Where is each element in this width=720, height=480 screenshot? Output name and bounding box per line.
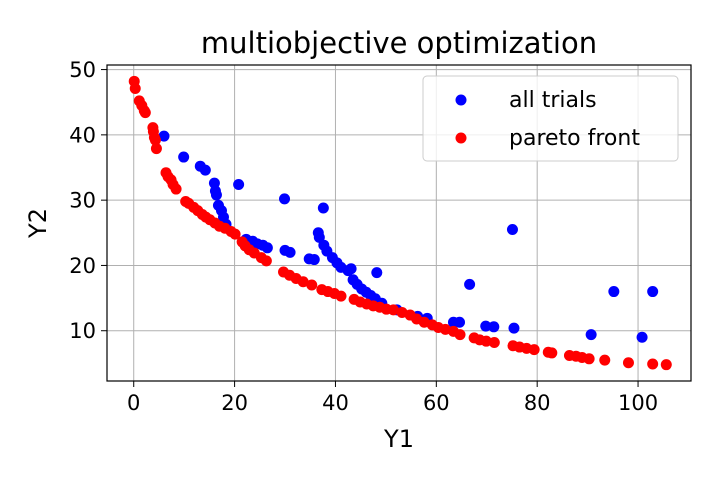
all-trials-point bbox=[308, 254, 320, 266]
all-trials-point bbox=[284, 246, 296, 258]
x-tick-label: 20 bbox=[221, 391, 248, 415]
x-tick-label: 100 bbox=[618, 391, 658, 415]
pareto-front-point bbox=[150, 143, 162, 155]
pareto-front-point bbox=[139, 107, 151, 119]
pareto-front-point bbox=[306, 279, 318, 291]
all-trials-point bbox=[210, 189, 222, 201]
all-trials-point bbox=[454, 316, 466, 328]
pareto-front-point bbox=[546, 347, 558, 359]
pareto-front-point bbox=[622, 357, 634, 369]
all-trials-point bbox=[480, 320, 492, 332]
x-tick-label: 60 bbox=[423, 391, 450, 415]
pareto-front-point bbox=[387, 304, 399, 316]
legend-box bbox=[422, 75, 679, 162]
all-trials-point bbox=[158, 130, 170, 142]
pareto-front-point bbox=[488, 336, 500, 348]
all-trials-point bbox=[647, 286, 659, 298]
all-trials-point bbox=[317, 202, 329, 214]
all-trials-point bbox=[464, 278, 476, 290]
all-trials-point bbox=[506, 224, 518, 236]
x-tick-label: 0 bbox=[127, 391, 140, 415]
x-axis-label: Y1 bbox=[383, 425, 414, 453]
data-points bbox=[128, 75, 672, 371]
pareto-front-point bbox=[260, 255, 272, 267]
y-tick-label: 10 bbox=[69, 319, 96, 343]
chart-title: multiobjective optimization bbox=[201, 26, 597, 60]
x-tick-label: 40 bbox=[322, 391, 349, 415]
pareto-front-point bbox=[149, 134, 161, 146]
pareto-front-point bbox=[583, 353, 595, 365]
y-tick-label: 50 bbox=[69, 58, 96, 82]
legend: all trials pareto front bbox=[422, 75, 679, 162]
all-trials-point bbox=[279, 193, 291, 205]
y-tick-label: 40 bbox=[69, 123, 96, 147]
legend-marker-pareto-front bbox=[455, 132, 467, 144]
pareto-front-point bbox=[297, 276, 309, 288]
plot-area-border bbox=[106, 64, 692, 382]
y-axis-label: Y2 bbox=[24, 208, 52, 239]
pareto-front-point bbox=[335, 290, 347, 302]
all-trials-point bbox=[488, 321, 500, 333]
all-trials-point bbox=[233, 178, 245, 190]
legend-label-all-trials: all trials bbox=[509, 88, 597, 113]
all-trials-point bbox=[636, 331, 648, 343]
all-trials-point bbox=[345, 263, 357, 275]
pareto-front-point bbox=[660, 359, 672, 371]
pareto-front-point bbox=[647, 358, 659, 370]
legend-label-pareto-front: pareto front bbox=[509, 126, 640, 151]
all-trials-point bbox=[199, 164, 211, 176]
pareto-front-point bbox=[454, 329, 466, 341]
pareto-front-point bbox=[528, 344, 540, 356]
all-trials-point bbox=[261, 242, 273, 254]
axes-frame bbox=[106, 64, 692, 382]
pareto-front-point bbox=[170, 183, 182, 195]
all-trials-point bbox=[508, 322, 520, 334]
pareto-front-point bbox=[480, 335, 492, 347]
pareto-front-point bbox=[599, 354, 611, 366]
axis-ticks: 0 20 40 60 80 100 10 20 30 40 50 bbox=[69, 58, 658, 415]
all-trials-point bbox=[178, 151, 190, 163]
y-tick-label: 30 bbox=[69, 189, 96, 213]
x-tick-label: 80 bbox=[524, 391, 551, 415]
all-trials-point bbox=[608, 286, 620, 298]
pareto-front-point bbox=[129, 83, 141, 95]
all-trials-point bbox=[371, 267, 383, 279]
all-trials-point bbox=[585, 329, 597, 341]
pareto-front-point bbox=[229, 228, 241, 240]
y-tick-label: 20 bbox=[69, 254, 96, 278]
legend-marker-all-trials bbox=[455, 94, 467, 106]
